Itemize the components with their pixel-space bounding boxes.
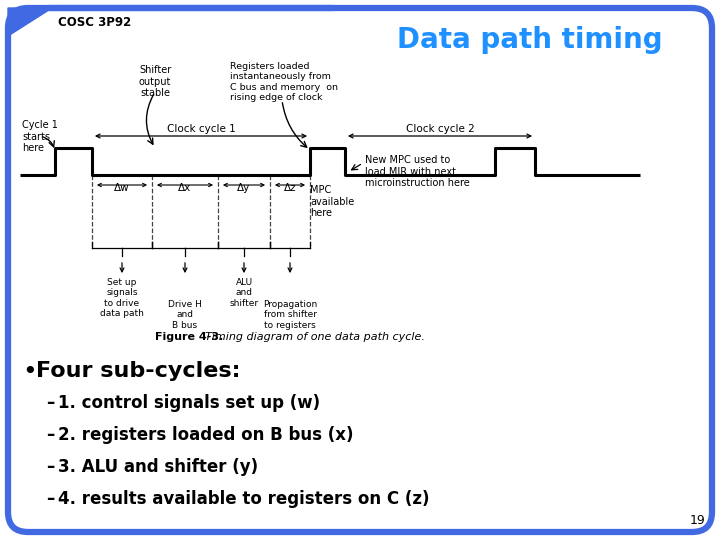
Text: Δy: Δy <box>238 183 251 193</box>
Text: 2. registers loaded on B bus (x): 2. registers loaded on B bus (x) <box>58 426 354 444</box>
Text: Drive H
and
B bus: Drive H and B bus <box>168 300 202 330</box>
Text: Data path timing: Data path timing <box>397 26 663 54</box>
Text: Registers loaded
instantaneously from
C bus and memory  on
rising edge of clock: Registers loaded instantaneously from C … <box>230 62 338 102</box>
Text: •: • <box>22 360 37 384</box>
Text: New MPC used to
load MIR with next
microinstruction here: New MPC used to load MIR with next micro… <box>365 155 469 188</box>
Text: Propagation
from shifter
to registers: Propagation from shifter to registers <box>263 300 317 330</box>
Text: 19: 19 <box>689 514 705 527</box>
Text: –: – <box>46 490 54 508</box>
Text: 3. ALU and shifter (y): 3. ALU and shifter (y) <box>58 458 258 476</box>
Text: Shifter
output
stable: Shifter output stable <box>139 65 171 98</box>
Text: –: – <box>46 394 54 412</box>
Text: Figure 4-3.: Figure 4-3. <box>155 332 223 342</box>
Text: Four sub-cycles:: Four sub-cycles: <box>36 361 240 381</box>
Text: 4. results available to registers on C (z): 4. results available to registers on C (… <box>58 490 430 508</box>
Text: –: – <box>46 426 54 444</box>
Text: Δx: Δx <box>179 183 192 193</box>
Text: Clock cycle 1: Clock cycle 1 <box>166 124 235 134</box>
Text: Timing diagram of one data path cycle.: Timing diagram of one data path cycle. <box>198 332 425 342</box>
Text: Δz: Δz <box>284 183 297 193</box>
Text: ALU
and
shifter: ALU and shifter <box>230 278 258 308</box>
Text: COSC 3P92: COSC 3P92 <box>58 16 131 29</box>
Text: Set up
signals
to drive
data path: Set up signals to drive data path <box>100 278 144 318</box>
Text: Cycle 1
starts
here: Cycle 1 starts here <box>22 120 58 153</box>
FancyBboxPatch shape <box>8 8 712 532</box>
Text: 1. control signals set up (w): 1. control signals set up (w) <box>58 394 320 412</box>
Polygon shape <box>8 8 52 36</box>
Text: –: – <box>46 458 54 476</box>
Text: Δw: Δw <box>114 183 130 193</box>
Text: MPC
available
here: MPC available here <box>310 185 354 218</box>
Text: Clock cycle 2: Clock cycle 2 <box>405 124 474 134</box>
